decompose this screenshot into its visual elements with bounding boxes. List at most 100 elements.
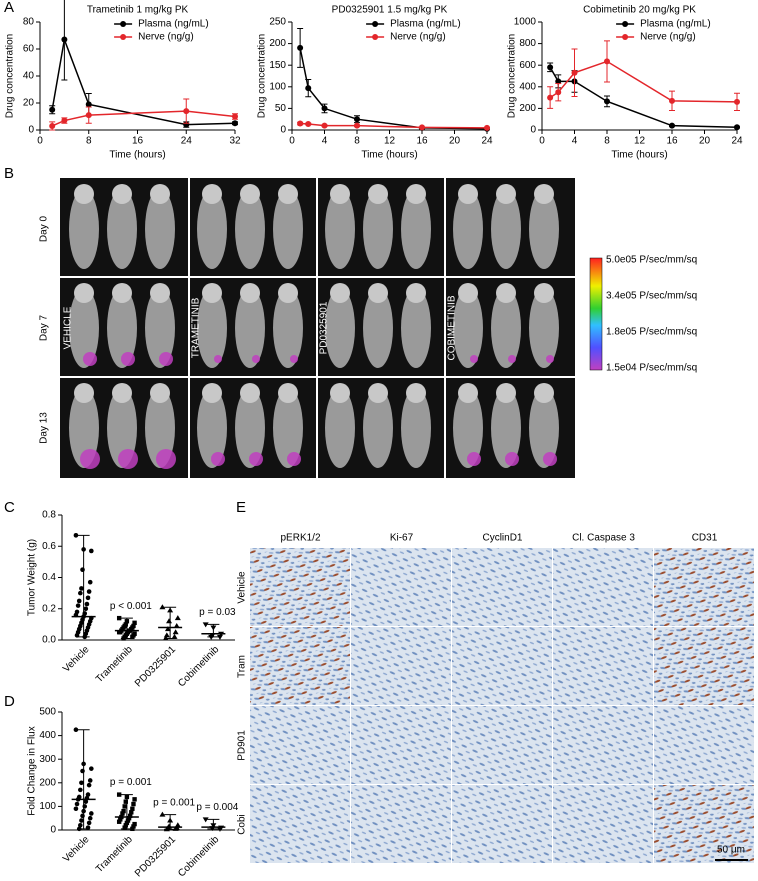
x-tick-label: 20 <box>449 136 461 147</box>
point <box>126 816 132 821</box>
mouse <box>325 388 355 468</box>
y-axis-label: Drug concentration <box>507 34 518 119</box>
point <box>61 36 68 43</box>
mouse-head <box>406 184 426 204</box>
point <box>172 629 179 635</box>
point <box>89 811 94 816</box>
legend-label: Nerve (ng/g) <box>640 32 696 43</box>
column-label: Ki-67 <box>390 533 414 544</box>
point <box>132 821 137 827</box>
point <box>166 618 173 624</box>
mouse <box>107 388 137 468</box>
mouse-head <box>74 283 94 303</box>
colorbar-label: 3.4e05 P/sec/mm/sq <box>606 291 697 302</box>
group-label: VEHICLE <box>63 306 74 349</box>
point <box>80 567 85 572</box>
point <box>124 820 130 826</box>
group-label: TRAMETINIB <box>191 297 202 358</box>
row-label: PD901 <box>237 730 248 761</box>
mouse <box>107 288 137 368</box>
point <box>86 589 92 594</box>
micrograph <box>250 548 350 626</box>
colorbar-label: 1.8e05 P/sec/mm/sq <box>606 327 697 338</box>
point <box>87 579 93 585</box>
y-tick-label: 40 <box>23 71 35 82</box>
point <box>78 822 83 828</box>
point <box>120 811 125 816</box>
y-tick-label: 200 <box>39 777 56 788</box>
point <box>127 813 133 819</box>
point <box>79 818 84 823</box>
point <box>131 824 136 829</box>
x-tick-label: 4 <box>572 136 578 147</box>
mouse-head <box>112 283 132 303</box>
series-line <box>549 66 738 129</box>
mouse-head <box>330 184 350 204</box>
legend-label: Plasma (ng/mL) <box>390 19 461 30</box>
x-tick-label: 32 <box>229 136 241 147</box>
signal <box>546 355 554 363</box>
group-label: COBIMETINIB <box>447 295 458 360</box>
mouse-head <box>406 283 426 303</box>
point <box>121 636 126 641</box>
point <box>734 98 740 105</box>
point <box>49 106 56 113</box>
x-tick-label: 16 <box>666 136 678 147</box>
x-tick-label: 24 <box>731 136 743 147</box>
point <box>122 825 127 830</box>
point <box>74 801 80 807</box>
y-tick-label: 50 <box>275 103 287 114</box>
point <box>85 112 92 119</box>
point <box>734 124 740 131</box>
signal <box>211 452 225 466</box>
point <box>116 792 122 797</box>
point <box>173 622 180 628</box>
point <box>305 120 312 127</box>
y-tick-label: 200 <box>269 38 286 49</box>
point <box>132 797 137 802</box>
point <box>79 780 84 786</box>
mouse-head <box>496 283 516 303</box>
mouse <box>145 189 175 269</box>
micrograph <box>553 548 653 626</box>
point <box>305 85 312 92</box>
micrograph <box>553 627 653 705</box>
y-axis-label: Drug concentration <box>5 34 16 119</box>
mouse <box>401 189 431 269</box>
point <box>202 817 209 823</box>
point <box>84 601 90 607</box>
micrograph <box>553 706 653 784</box>
row-label: Tram <box>237 655 248 678</box>
signal <box>470 355 478 363</box>
micrograph <box>553 785 653 863</box>
point <box>209 826 216 832</box>
mouse-head <box>240 184 260 204</box>
point <box>208 634 215 640</box>
day-label: Day 7 <box>39 315 50 342</box>
x-tick-label: 8 <box>86 136 92 147</box>
y-tick-label: 0.4 <box>42 572 56 583</box>
mouse-head <box>496 383 516 403</box>
point <box>354 122 360 129</box>
row-label: Cobi <box>237 814 248 835</box>
mouse-head <box>534 184 554 204</box>
mouse-head <box>330 383 350 403</box>
y-tick-label: 250 <box>269 17 286 28</box>
point <box>130 826 135 832</box>
signal <box>467 452 481 466</box>
point <box>81 547 86 552</box>
micrograph <box>654 627 754 705</box>
y-tick-label: 0 <box>280 125 286 136</box>
x-tick-label: Trametinib <box>94 644 135 685</box>
point <box>121 808 126 814</box>
x-tick-label: PD0325901 <box>133 644 178 689</box>
mouse-head <box>368 283 388 303</box>
point <box>73 533 79 538</box>
x-tick-label: 0 <box>289 136 295 147</box>
point <box>216 634 223 640</box>
x-axis-label: Time (hours) <box>361 150 417 161</box>
day-label: Day 13 <box>39 412 50 444</box>
mouse <box>453 388 483 468</box>
p-value: p = 0.004 <box>196 802 238 813</box>
x-tick-label: 20 <box>699 136 711 147</box>
